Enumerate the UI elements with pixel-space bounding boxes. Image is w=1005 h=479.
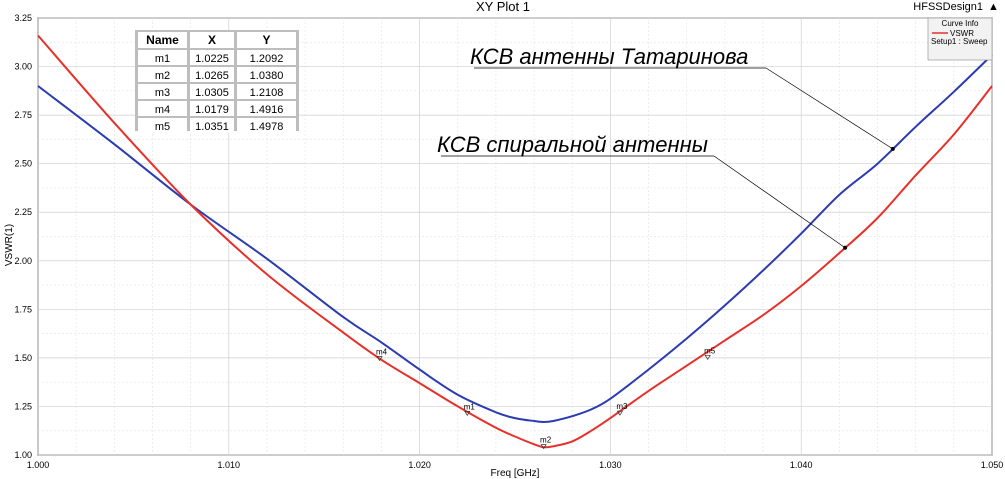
legend-vswr-sub: Setup1 : Sweep [931, 37, 988, 46]
x-tick-labels: 1.000 1.010 1.020 1.030 1.040 1.050 [27, 460, 1004, 470]
y-tick-label: 2.50 [14, 159, 32, 169]
y-tick-labels: 1.00 1.25 1.50 1.75 2.00 2.25 2.50 2.75 3.00 3.25 [14, 13, 32, 460]
marker-m5-icon[interactable] [704, 354, 711, 360]
table-cell: 1.4978 [250, 121, 284, 133]
x-tick-label: 1.030 [599, 460, 622, 470]
series-layer [37, 34, 993, 449]
table-cell: 1.0380 [250, 70, 284, 82]
markers-layer: m1 m2 m3 m4 m5 [376, 346, 716, 450]
marker-m3-icon[interactable] [616, 410, 624, 416]
marker-m1-label: m1 [464, 402, 476, 411]
scroll-up-icon[interactable]: ▲ [988, 1, 999, 13]
table-cell: 1.2092 [250, 53, 284, 65]
table-cell: 1.0305 [195, 87, 229, 99]
marker-m4-icon[interactable] [376, 356, 383, 362]
design-name: HFSSDesign1 [913, 1, 983, 13]
table-cell: 1.4916 [250, 104, 284, 116]
y-tick-label: 1.00 [14, 450, 32, 460]
y-axis-label: VSWR(1) [4, 224, 15, 266]
annotation-2-dot [843, 245, 848, 250]
table-cell: 1.2108 [250, 87, 284, 99]
x-tick-label: 1.050 [981, 460, 1004, 470]
x-tick-label: 1.010 [218, 460, 241, 470]
x-tick-label: 1.040 [790, 460, 813, 470]
y-tick-label: 1.25 [14, 401, 32, 411]
annotation-2-text: КСВ спиральной антенны [437, 132, 708, 157]
annotation-1-text: КСВ антенны Татаринова [470, 44, 748, 69]
marker-m5-label: m5 [704, 346, 716, 355]
table-header: Name [146, 33, 179, 47]
table-cell: 1.0351 [195, 121, 229, 133]
plot-title: XY Plot 1 [476, 0, 530, 14]
table-cell: 1.0225 [195, 53, 229, 65]
vswr-curve-red [37, 34, 993, 449]
annotation-1-dot [890, 146, 895, 151]
y-tick-label: 2.25 [14, 207, 32, 217]
y-tick-label: 1.50 [14, 353, 32, 363]
marker-table[interactable]: Name X Ym1 1.0225 1.2092 m2 1.0265 1.0380 m3 1.03… [135, 30, 299, 133]
table-cell: m5 [155, 121, 170, 133]
table-cell: m1 [155, 53, 170, 65]
marker-m3-label: m3 [616, 402, 628, 411]
annotation-1-leader [765, 67, 893, 150]
table-cell: m4 [155, 104, 170, 116]
marker-m1-icon[interactable] [464, 411, 471, 417]
y-tick-label: 2.75 [14, 110, 32, 120]
y-tick-label: 1.75 [14, 304, 32, 314]
annotations-layer: КСВ антенны Татаринова КСВ спиральной ант… [437, 44, 895, 250]
x-tick-label: 1.020 [408, 460, 431, 470]
legend[interactable]: Curve Info VSWR Setup1 : Sweep [927, 17, 993, 61]
vswr-curve-blue [37, 54, 993, 424]
annotation-2-leader [713, 155, 846, 249]
marker-m2-label: m2 [540, 436, 552, 445]
x-axis-label: Freq [GHz] [491, 468, 540, 479]
y-tick-label: 3.25 [14, 13, 32, 23]
table-cell: m2 [155, 70, 170, 82]
marker-m2-icon[interactable] [540, 444, 547, 450]
marker-m4-label: m4 [376, 348, 388, 357]
x-tick-label: 1.000 [27, 460, 50, 470]
y-tick-label: 3.00 [14, 62, 32, 72]
table-header: Y [262, 33, 270, 47]
y-tick-label: 2.00 [14, 256, 32, 266]
table-cell: 1.0265 [195, 70, 229, 82]
table-header: X [208, 33, 216, 47]
legend-title: Curve Info [942, 19, 979, 28]
table-cell: m3 [155, 87, 170, 99]
legend-vswr-label: VSWR [950, 29, 974, 38]
table-cell: 1.0179 [195, 104, 229, 116]
